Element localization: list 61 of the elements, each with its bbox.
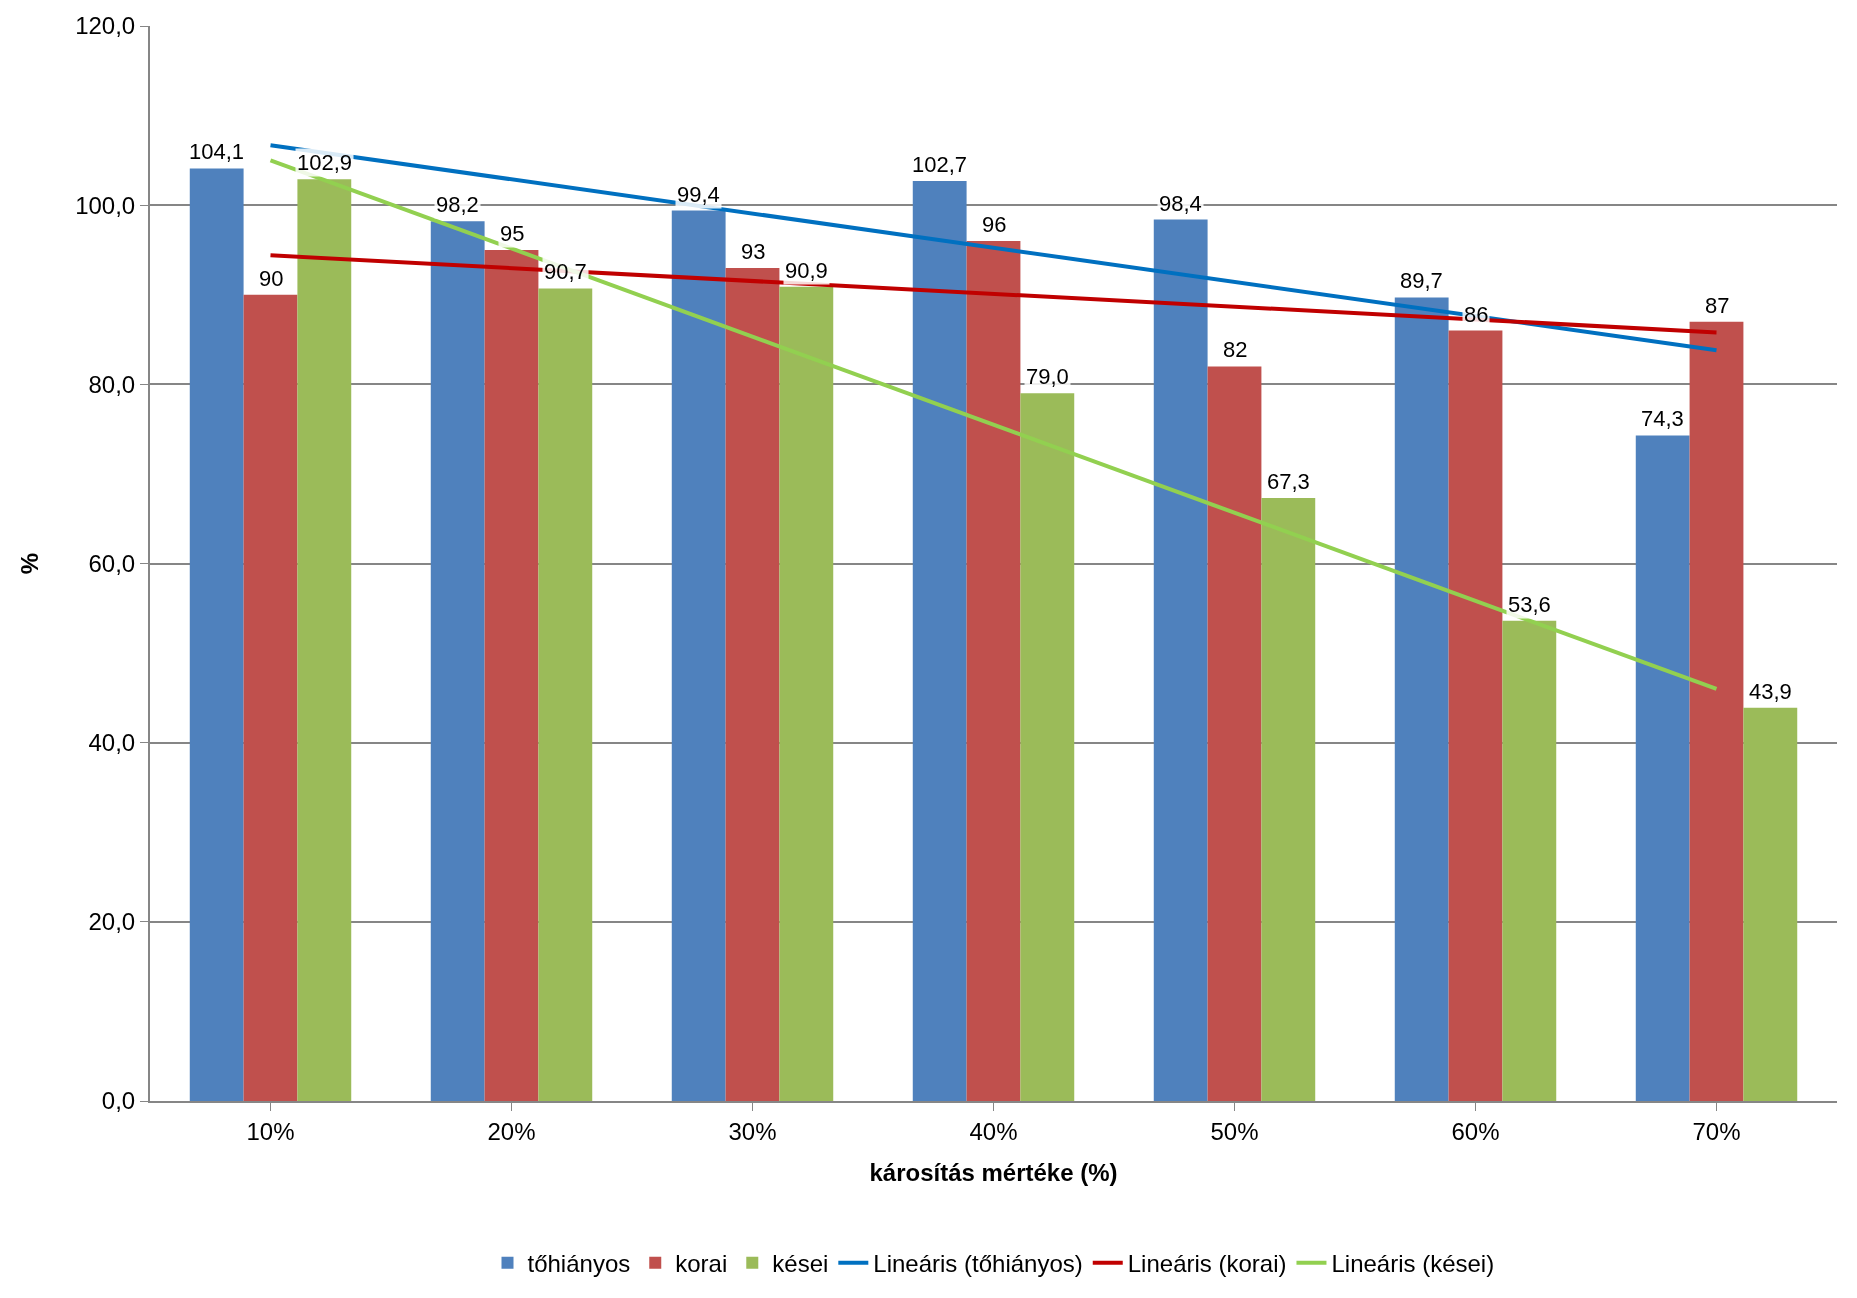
legend-label: tőhiányos <box>527 1250 631 1278</box>
legend-label: kései <box>772 1250 829 1278</box>
data-label: 102,9 <box>297 150 353 175</box>
bar <box>1394 297 1449 1101</box>
bar <box>1502 620 1557 1101</box>
x-tick-label: 30% <box>728 1117 777 1145</box>
data-label: 99,4 <box>677 182 720 207</box>
x-tick-label: 60% <box>1451 1117 1500 1145</box>
data-label: 104,1 <box>189 139 245 164</box>
bar <box>297 179 352 1101</box>
data-label: 93 <box>741 239 766 264</box>
y-axis-title: % <box>15 552 43 575</box>
bar <box>1448 330 1503 1101</box>
data-label: 74,3 <box>1641 406 1684 431</box>
x-axis-title: károsítás mértéke (%) <box>869 1158 1118 1186</box>
x-tick-label: 10% <box>246 1117 295 1145</box>
bar <box>912 180 967 1101</box>
x-tick-label: 50% <box>1210 1117 1259 1145</box>
bar <box>966 241 1021 1101</box>
bar <box>189 168 244 1101</box>
y-tick-label: 80,0 <box>88 370 136 398</box>
bar <box>1153 219 1208 1101</box>
legend-label: korai <box>675 1250 728 1278</box>
bar <box>1207 366 1262 1101</box>
bar <box>1689 321 1744 1101</box>
legend-label: Lineáris (kései) <box>1331 1250 1495 1278</box>
bar <box>1020 393 1075 1101</box>
x-tick-label: 40% <box>969 1117 1018 1145</box>
data-label: 102,7 <box>912 152 968 177</box>
data-label: 87 <box>1705 293 1730 318</box>
data-label: 90,7 <box>544 259 587 284</box>
bar <box>243 294 298 1101</box>
bar <box>1635 435 1690 1101</box>
x-tick-label: 70% <box>1692 1117 1741 1145</box>
data-label: 43,9 <box>1749 679 1792 704</box>
data-label: 86 <box>1464 302 1489 327</box>
legend-label: Lineáris (korai) <box>1127 1250 1287 1278</box>
bar <box>538 288 593 1101</box>
y-tick-label: 120,0 <box>75 12 136 40</box>
data-label: 90,9 <box>785 258 828 283</box>
data-label: 98,4 <box>1159 191 1202 216</box>
y-tick-label: 100,0 <box>75 191 136 219</box>
y-tick-label: 20,0 <box>88 908 136 936</box>
bar <box>484 249 539 1101</box>
data-label: 96 <box>982 212 1007 237</box>
y-tick-label: 40,0 <box>88 729 136 757</box>
y-tick-label: 0,0 <box>101 1087 136 1115</box>
bar <box>1743 707 1798 1101</box>
data-label: 53,6 <box>1508 592 1551 617</box>
data-label: 82 <box>1223 337 1248 362</box>
x-tick-label: 20% <box>487 1117 536 1145</box>
legend-label: Lineáris (tőhiányos) <box>873 1250 1083 1278</box>
data-label: 98,2 <box>436 192 479 217</box>
data-label: 89,7 <box>1400 268 1443 293</box>
data-label: 90 <box>259 266 284 291</box>
bar <box>1261 498 1316 1101</box>
data-label: 79,0 <box>1026 364 1069 389</box>
y-tick-label: 60,0 <box>88 549 136 577</box>
data-label: 95 <box>500 221 525 246</box>
data-label: 67,3 <box>1267 469 1310 494</box>
bar <box>725 267 780 1101</box>
